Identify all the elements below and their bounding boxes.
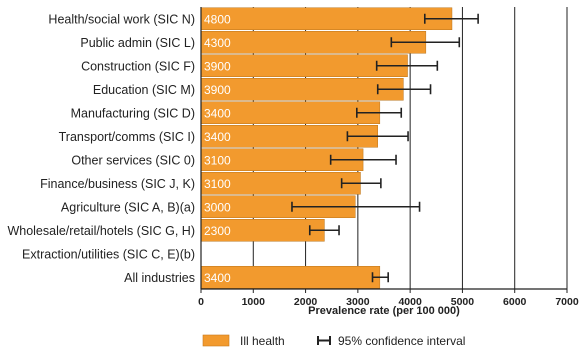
gridlines bbox=[252, 7, 568, 289]
legend-label-ill-health: Ill health bbox=[240, 334, 285, 348]
bar-labels: 4800 4300 3900 3900 3400 3400 3100 3100 3000 2300… bbox=[204, 12, 231, 285]
bar-value-label-manufacturing-sic-d: 3400 bbox=[204, 106, 231, 120]
bar-value-label-agriculture-sic-a-b-a: 3000 bbox=[204, 200, 231, 214]
category-label-manufacturing-sic-d: Manufacturing (SIC D) bbox=[71, 106, 195, 120]
category-label-transport-comms-sic-i: Transport/comms (SIC I) bbox=[59, 130, 195, 144]
category-label-education-sic-m: Education (SIC M) bbox=[93, 83, 195, 97]
legend: Ill health 95% confidence interval bbox=[202, 334, 465, 348]
category-labels: Health/social work (SIC N) Public admin (… bbox=[7, 12, 195, 285]
error-bar-public-admin-sic-l bbox=[390, 37, 461, 48]
error-bar-manufacturing-sic-d bbox=[356, 107, 403, 118]
category-label-health-social-work-sic-n: Health/social work (SIC N) bbox=[48, 12, 195, 26]
x-tick-label-2000: 2000 bbox=[294, 296, 318, 308]
bar-value-label-finance-business-sic-j-k: 3100 bbox=[204, 177, 231, 191]
bar-value-label-construction-sic-f: 3900 bbox=[204, 59, 231, 73]
category-label-extraction-utilities-sic-c-e-b: Extraction/utilities (SIC C, E)(b) bbox=[22, 247, 195, 261]
bar-health-social-work-sic-n bbox=[200, 7, 453, 30]
category-label-all-industries: All industries bbox=[124, 271, 195, 285]
category-label-public-admin-sic-l: Public admin (SIC L) bbox=[80, 36, 195, 50]
bar-value-label-education-sic-m: 3900 bbox=[204, 83, 231, 97]
category-label-construction-sic-f: Construction (SIC F) bbox=[81, 59, 195, 73]
x-tick-label-0: 0 bbox=[198, 296, 204, 308]
bar-value-label-public-admin-sic-l: 4300 bbox=[204, 36, 231, 50]
error-bars bbox=[291, 13, 479, 283]
legend-label-confidence-interval: 95% confidence interval bbox=[338, 334, 465, 348]
x-tick-label-7000: 7000 bbox=[555, 296, 579, 308]
error-bar-finance-business-sic-j-k bbox=[340, 178, 382, 189]
category-label-finance-business-sic-j-k: Finance/business (SIC J, K) bbox=[40, 177, 195, 191]
error-bar-health-social-work-sic-n bbox=[423, 13, 479, 24]
bar-value-label-all-industries: 3400 bbox=[204, 271, 231, 285]
error-bar-wholesale-retail-hotels-sic-g-h bbox=[308, 225, 340, 236]
error-bar-other-services-sic-0 bbox=[329, 154, 397, 165]
x-tick-label-5000: 5000 bbox=[451, 296, 475, 308]
error-bar-agriculture-sic-a-b-a bbox=[291, 201, 421, 212]
error-bar-all-industries bbox=[371, 272, 389, 283]
legend-ci-icon bbox=[317, 336, 331, 345]
error-bar-transport-comms-sic-i bbox=[346, 131, 409, 142]
legend-swatch-ill-health bbox=[202, 334, 230, 347]
x-axis: 0 1000 2000 3000 4000 5000 6000 7000 bbox=[198, 7, 579, 308]
bar-value-label-wholesale-retail-hotels-sic-g-h: 2300 bbox=[204, 224, 231, 238]
error-bar-construction-sic-f bbox=[375, 60, 439, 71]
x-tick-label-1000: 1000 bbox=[242, 296, 266, 308]
x-tick-label-6000: 6000 bbox=[503, 296, 527, 308]
bar-value-label-health-social-work-sic-n: 4800 bbox=[204, 12, 231, 26]
category-label-agriculture-sic-a-b-a: Agriculture (SIC A, B)(a) bbox=[61, 200, 195, 214]
x-tick-label-3000: 3000 bbox=[346, 296, 370, 308]
category-label-wholesale-retail-hotels-sic-g-h: Wholesale/retail/hotels (SIC G, H) bbox=[7, 224, 195, 238]
bars bbox=[200, 7, 453, 289]
x-axis-title: Prevalence rate (per 100 000) bbox=[308, 305, 460, 317]
x-tick-label-4000: 4000 bbox=[398, 296, 422, 308]
category-label-other-services-sic-0: Other services (SIC 0) bbox=[71, 153, 195, 167]
bar-value-label-other-services-sic-0: 3100 bbox=[204, 153, 231, 167]
bar-value-label-transport-comms-sic-i: 3400 bbox=[204, 130, 231, 144]
error-bar-education-sic-m bbox=[376, 84, 432, 95]
bar-education-sic-m bbox=[200, 78, 404, 101]
